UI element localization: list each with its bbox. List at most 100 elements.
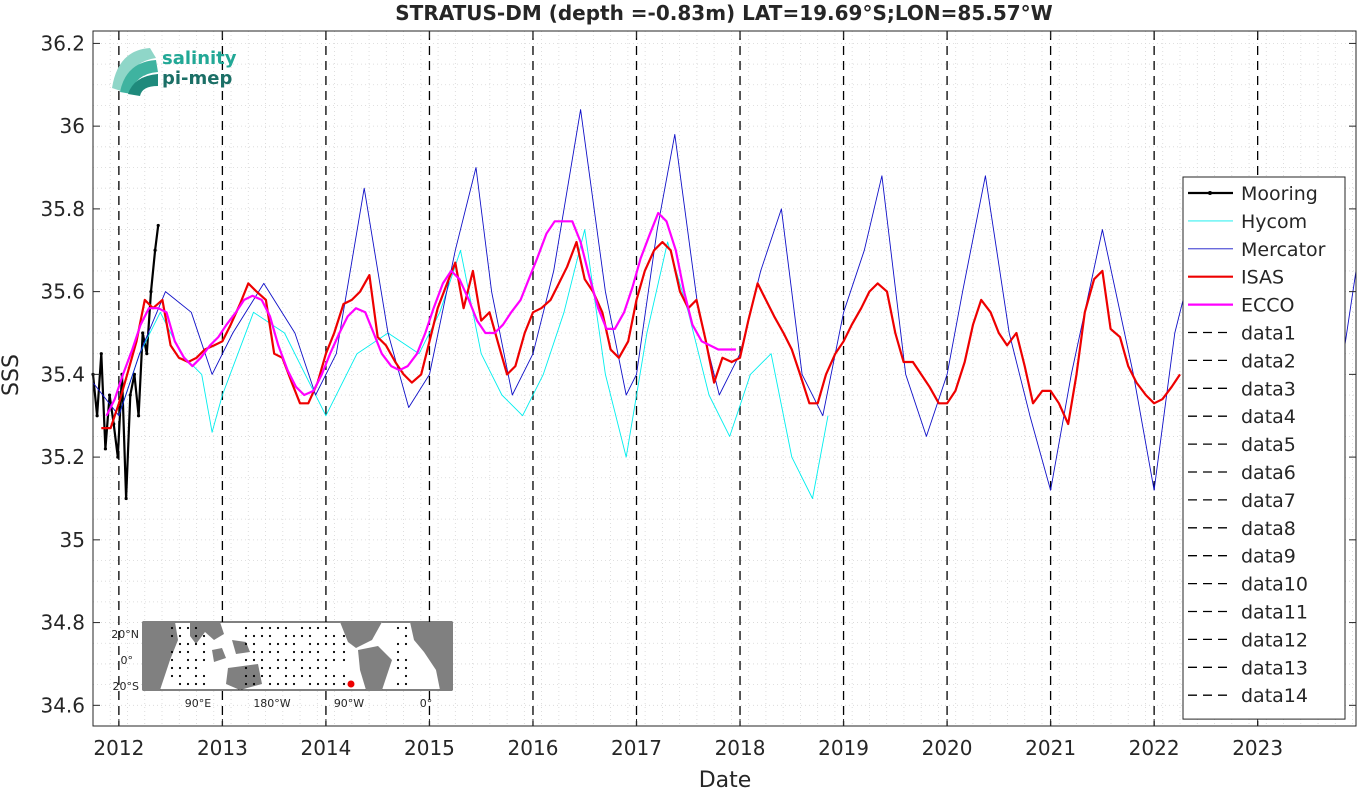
inset-buoy-dot [276, 626, 280, 630]
inset-buoy-dot [202, 658, 206, 662]
x-tick-label: 2023 [1232, 736, 1283, 760]
legend-label-data7: data7 [1241, 490, 1296, 512]
y-tick-label: 35.4 [40, 362, 85, 386]
inset-buoy-dot [244, 674, 248, 678]
legend-label-mercator: Mercator [1241, 239, 1326, 261]
inset-buoy-dot [178, 674, 182, 678]
inset-buoy-dot [404, 666, 408, 670]
inset-buoy-dot [170, 666, 174, 670]
mooring-point [136, 414, 141, 418]
inset-buoy-dot [194, 674, 198, 678]
inset-buoy-dot [300, 626, 304, 630]
inset-buoy-dot [396, 642, 400, 646]
y-axis-label: SSS [0, 354, 24, 396]
inset-buoy-dot [342, 658, 346, 662]
inset-buoy-dot [178, 634, 182, 638]
inset-lon-0: 0° [420, 697, 433, 710]
inset-buoy-dot [202, 650, 206, 654]
inset-buoy-dot [316, 642, 320, 646]
legend-label-hycom: Hycom [1241, 211, 1307, 233]
inset-buoy-dot [260, 650, 264, 654]
mooring-point [103, 447, 108, 451]
inset-buoy-dot [404, 658, 408, 662]
inset-buoy-dot [186, 626, 190, 630]
inset-buoy-dot [202, 634, 206, 638]
inset-buoy-dot [178, 626, 182, 630]
inset-buoy-dot [284, 626, 288, 630]
mooring-point [128, 393, 132, 397]
inset-buoy-dot [342, 642, 346, 646]
logo-wave-icon [112, 48, 158, 96]
inset-buoy-dot [244, 626, 248, 630]
inset-buoy-dot [300, 674, 304, 678]
inset-buoy-dot [404, 634, 408, 638]
inset-buoy-dot [178, 666, 182, 670]
inset-buoy-dot [194, 642, 198, 646]
inset-buoy-dot [308, 682, 312, 686]
inset-buoy-dot [170, 658, 174, 662]
inset-buoy-dot [308, 674, 312, 678]
mooring-point [145, 352, 149, 356]
inset-buoy-dot [292, 674, 296, 678]
inset-buoy-dot [292, 642, 296, 646]
inset-buoy-dot [324, 642, 328, 646]
inset-buoy-dot [300, 666, 304, 670]
y-tick-label: 34.8 [40, 611, 85, 635]
inset-buoy-dot [396, 626, 400, 630]
inset-buoy-dot [324, 626, 328, 630]
x-tick-label: 2016 [508, 736, 559, 760]
legend-label-data1: data1 [1241, 323, 1296, 345]
inset-buoy-dot [308, 666, 312, 670]
logo-line2: pi-mep [162, 68, 232, 89]
mooring-point [107, 393, 112, 397]
salinity-pi-mep-logo: salinity pi-mep [112, 48, 237, 96]
logo-line1: salinity [162, 48, 237, 69]
series-mercator [92, 109, 1357, 491]
legend-label-data6: data6 [1241, 462, 1296, 484]
inset-buoy-dot [186, 642, 190, 646]
inset-buoy-dot [170, 674, 174, 678]
x-tick-label: 2021 [1025, 736, 1076, 760]
inset-map-frame [142, 621, 453, 691]
legend-label-data13: data13 [1241, 657, 1308, 679]
inset-buoy-dot [342, 682, 346, 686]
series-hycom [118, 229, 829, 499]
legend: Mooring Hycom Mercator ISAS ECCO data1 data2 da… [1182, 176, 1346, 720]
inset-buoy-dot [324, 658, 328, 662]
inset-lon-180w: 180°W [253, 697, 290, 710]
inset-buoy-dot [316, 666, 320, 670]
inset-buoy-dot [260, 666, 264, 670]
inset-buoy-dot [396, 666, 400, 670]
inset-buoy-dot [324, 682, 328, 686]
inset-buoy-dot [284, 682, 288, 686]
inset-buoy-dot [178, 642, 182, 646]
inset-buoy-dot [170, 650, 174, 654]
inset-buoy-dot [300, 634, 304, 638]
inset-buoy-dot [316, 682, 320, 686]
inset-buoy-dot [186, 666, 190, 670]
x-tick-label: 2020 [922, 736, 973, 760]
legend-swatch-dot [1208, 191, 1212, 195]
inset-buoy-dot [284, 634, 288, 638]
inset-buoy-dot [244, 666, 248, 670]
inset-buoy-dot [324, 666, 328, 670]
inset-buoy-dot [316, 650, 320, 654]
inset-buoy-dot [300, 650, 304, 654]
inset-buoy-dot [252, 650, 256, 654]
inset-buoy-dot [332, 674, 336, 678]
mooring-point [149, 290, 153, 294]
inset-buoy-dot [324, 634, 328, 638]
inset-buoy-dot [170, 626, 174, 630]
inset-buoy-dot [276, 658, 280, 662]
inset-buoy-dot [396, 682, 400, 686]
inset-buoy-dot [292, 634, 296, 638]
inset-landmasses [143, 622, 452, 690]
inset-buoy-dot [194, 658, 198, 662]
inset-buoy-dot [404, 642, 408, 646]
inset-buoy-dot [404, 626, 408, 630]
mooring-point [99, 352, 103, 356]
inset-buoy-dot [268, 642, 272, 646]
legend-label-isas: ISAS [1241, 267, 1284, 289]
inset-buoy-dot [186, 650, 190, 654]
chart-title: STRATUS-DM (depth =-0.83m) LAT=19.69°S;L… [395, 1, 1052, 25]
